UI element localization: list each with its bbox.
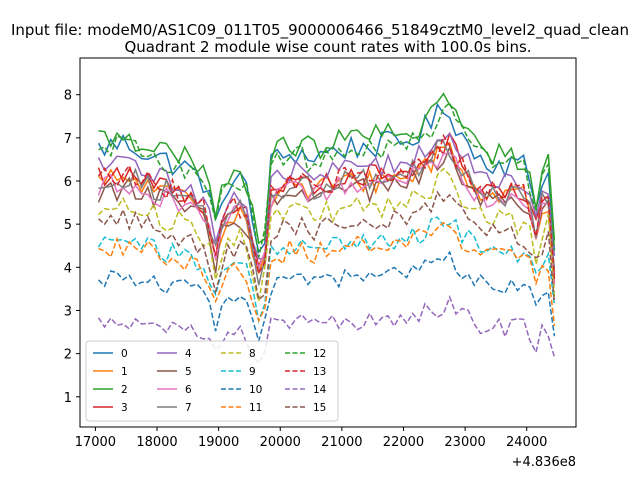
y-tick-label: 2 <box>64 348 72 363</box>
y-axis: 1 2 3 4 5 6 7 8 <box>64 89 80 406</box>
legend-label-14: 14 <box>313 384 327 396</box>
legend-label-11: 11 <box>249 402 262 414</box>
series-line-9 <box>97 216 556 324</box>
legend-box <box>85 340 339 422</box>
legend-label-10: 10 <box>249 384 262 396</box>
y-tick-label: 3 <box>64 304 72 319</box>
x-tick-label: 20000 <box>260 435 301 450</box>
series-line-12 <box>98 101 556 258</box>
legend-label-8: 8 <box>249 348 256 360</box>
series-line-7 <box>98 139 556 286</box>
legend-label-5: 5 <box>185 366 192 378</box>
legend-label-7: 7 <box>185 402 192 414</box>
legend-label-12: 12 <box>313 348 326 360</box>
series-line-3 <box>97 131 556 275</box>
x-tick-label: 18000 <box>136 435 177 450</box>
legend-label-13: 13 <box>313 366 326 378</box>
series-layer <box>97 92 556 365</box>
x-tick-label: 21000 <box>321 435 362 450</box>
series-line-4 <box>97 132 556 260</box>
x-tick-label: 22000 <box>383 435 424 450</box>
x-tick-label: 17000 <box>75 435 116 450</box>
x-tick-label: 23000 <box>444 435 485 450</box>
series-line-14 <box>97 294 556 365</box>
legend-label-4: 4 <box>185 348 192 360</box>
legend-label-1: 1 <box>121 366 128 378</box>
y-tick-label: 6 <box>64 175 72 190</box>
x-axis: 17000 18000 19000 20000 21000 22000 23000 24000 <box>75 427 547 450</box>
chart-suptitle: Input file: modeM0/AS1C09_011T05_9000006… <box>11 21 629 40</box>
series-line-1 <box>97 141 556 283</box>
series-line-15 <box>98 190 556 304</box>
series-line-2 <box>98 92 556 245</box>
y-tick-label: 7 <box>64 132 72 147</box>
chart-title: Quadrant 2 module wise count rates with … <box>124 38 531 56</box>
series-line-10 <box>97 250 556 344</box>
y-tick-label: 5 <box>64 218 72 233</box>
y-tick-label: 1 <box>64 391 72 406</box>
series-line-8 <box>97 167 556 302</box>
x-offset-label: +4.836e8 <box>512 455 576 470</box>
legend-label-6: 6 <box>185 384 192 396</box>
legend-label-15: 15 <box>313 402 326 414</box>
plot-frame <box>79 57 577 428</box>
y-tick-label: 4 <box>64 261 72 276</box>
x-tick-label: 24000 <box>506 435 547 450</box>
legend-label-0: 0 <box>121 348 128 360</box>
legend-label-3: 3 <box>121 402 128 414</box>
legend-label-2: 2 <box>121 384 128 396</box>
series-line-11 <box>98 221 556 326</box>
series-line-13 <box>97 133 556 279</box>
x-tick-label: 19000 <box>198 435 239 450</box>
y-tick-label: 8 <box>64 89 72 104</box>
legend-label-9: 9 <box>249 366 256 378</box>
series-line-5 <box>97 145 556 280</box>
